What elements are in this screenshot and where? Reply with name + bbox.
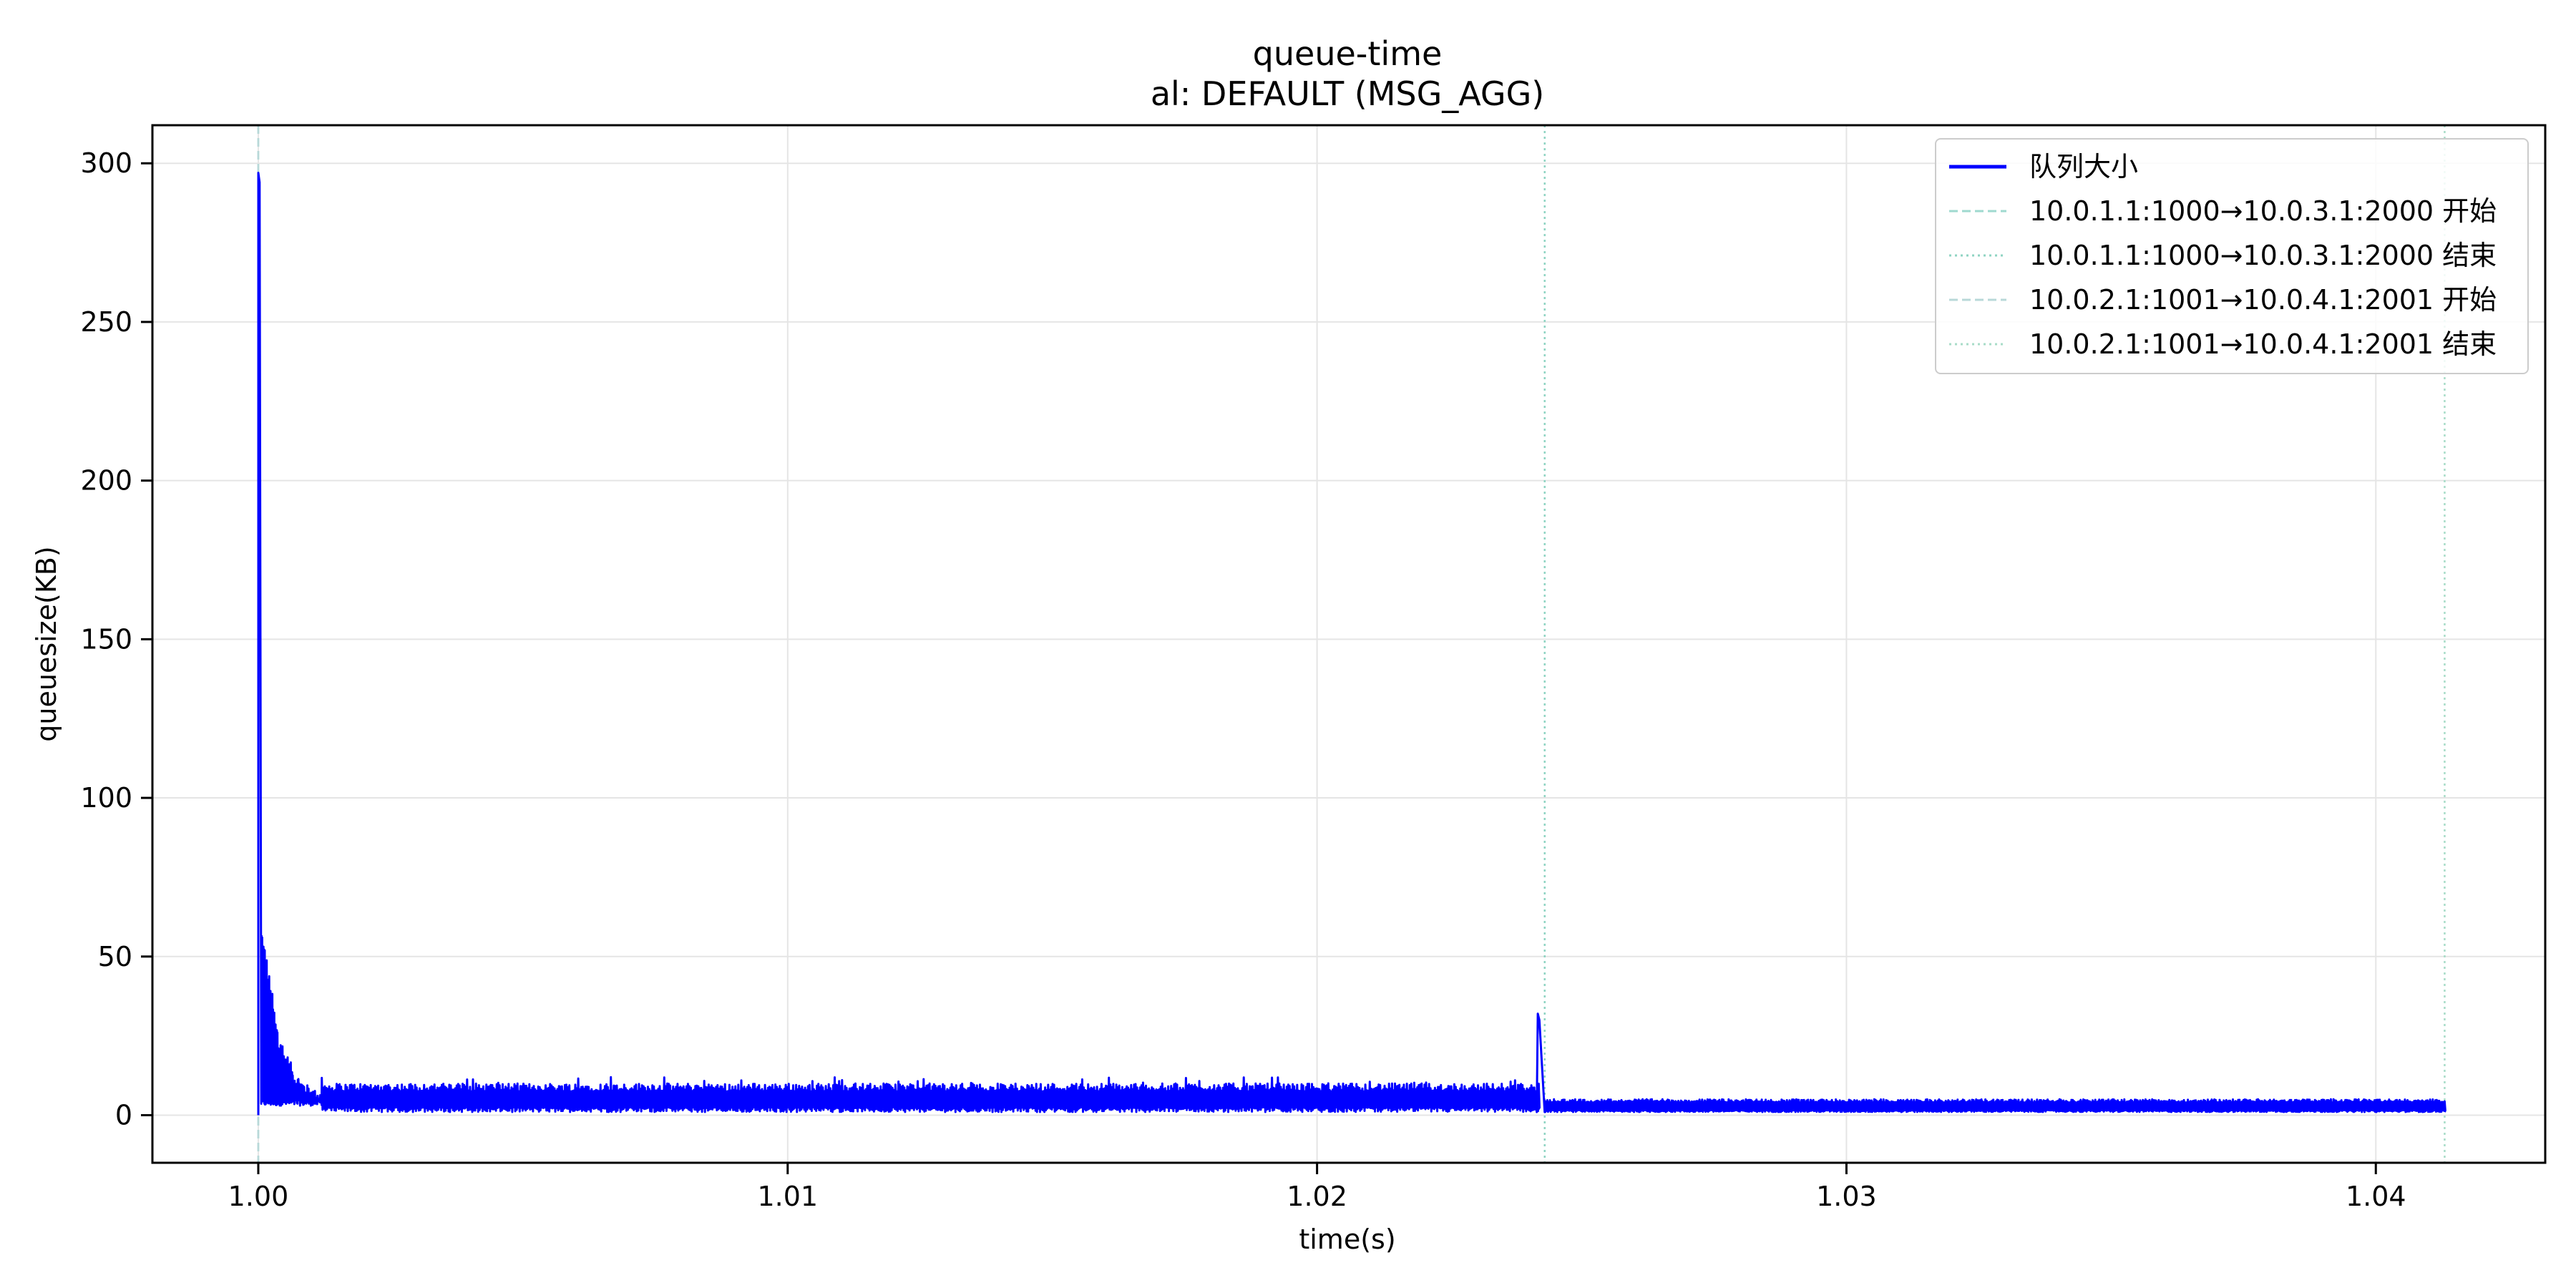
- legend-item-flow2-start: 10.0.2.1:1001→10.0.4.1:2001 开始: [1936, 278, 2527, 321]
- legend: 队列大小 10.0.1.1:1000→10.0.3.1:2000 开始 10.0…: [1935, 138, 2529, 374]
- legend-item-flow2-end: 10.0.2.1:1001→10.0.4.1:2001 结束: [1936, 323, 2527, 366]
- x-tick-label: 1.00: [228, 1181, 289, 1212]
- x-axis-label: time(s): [1299, 1224, 1395, 1255]
- y-tick-label: 200: [80, 465, 132, 497]
- y-tick-label: 0: [115, 1099, 132, 1131]
- series-line: [257, 172, 2446, 1116]
- legend-swatch-dashed: [1949, 210, 2006, 213]
- y-tick-label: 300: [80, 147, 132, 179]
- legend-label: 队列大小: [2029, 151, 2139, 182]
- legend-swatch-solid: [1949, 165, 2006, 169]
- chart-subtitle: al: DEFAULT (MSG_AGG): [1151, 74, 1544, 113]
- chart-title: queue-time: [1253, 34, 1443, 73]
- y-axis-label: queuesize(KB): [31, 546, 62, 741]
- x-tick-label: 1.03: [1816, 1181, 1877, 1212]
- legend-swatch-dotted: [1949, 343, 2006, 346]
- x-axis-ticks: 1.00 1.01 1.02 1.03 1.04: [228, 1163, 2406, 1212]
- grid-lines: [152, 125, 2545, 1163]
- plot-frame: [151, 124, 2547, 1164]
- legend-label: 10.0.1.1:1000→10.0.3.1:2000 开始: [2029, 195, 2497, 227]
- y-tick-label: 100: [80, 782, 132, 814]
- x-tick-label: 1.04: [2346, 1181, 2406, 1212]
- y-tick-label: 50: [98, 941, 132, 972]
- queue-size-line: [257, 172, 2446, 1116]
- legend-swatch-dashed: [1949, 298, 2006, 301]
- x-tick-label: 1.02: [1287, 1181, 1347, 1212]
- legend-item-flow1-start: 10.0.1.1:1000→10.0.3.1:2000 开始: [1936, 190, 2527, 233]
- y-tick-label: 150: [80, 623, 132, 655]
- legend-item-queue-size: 队列大小: [1936, 145, 2527, 188]
- legend-item-flow1-end: 10.0.1.1:1000→10.0.3.1:2000 结束: [1936, 234, 2527, 277]
- legend-label: 10.0.2.1:1001→10.0.4.1:2001 结束: [2029, 328, 2497, 360]
- legend-swatch-dotted: [1949, 254, 2006, 257]
- y-tick-label: 250: [80, 306, 132, 338]
- y-axis-ticks: 0 50 100 150 200 250 300: [80, 147, 152, 1131]
- legend-label: 10.0.1.1:1000→10.0.3.1:2000 结束: [2029, 240, 2497, 271]
- x-tick-label: 1.01: [757, 1181, 818, 1212]
- legend-label: 10.0.2.1:1001→10.0.4.1:2001 开始: [2029, 284, 2497, 316]
